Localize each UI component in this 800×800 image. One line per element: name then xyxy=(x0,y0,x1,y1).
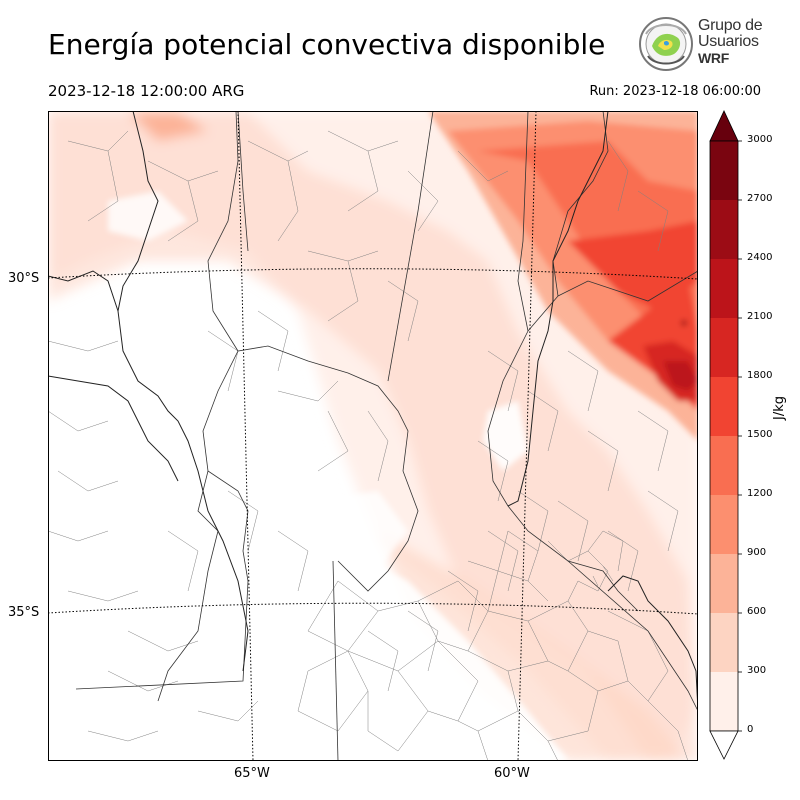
cape-field-gaps xyxy=(48,191,568,761)
colorbar-band-7 xyxy=(710,259,738,318)
colorbar-tick-label: 2100 xyxy=(747,311,773,322)
map-frame xyxy=(48,111,698,761)
colorbar-band-2 xyxy=(710,554,738,613)
cape-field-high xyxy=(428,111,698,441)
colorbar-tick-label: 1800 xyxy=(747,370,773,381)
colorbar-extend-high xyxy=(709,110,739,142)
colorbar xyxy=(709,110,742,760)
lat-label-30s: 30°S xyxy=(8,271,40,286)
logo-line2: Usuarios xyxy=(698,33,759,50)
buenos-aires-partidos xyxy=(297,530,689,761)
colorbar-tick-label: 0 xyxy=(747,724,754,735)
colorbar-tick-label: 3000 xyxy=(747,134,773,145)
logo-line3: WRF xyxy=(698,50,729,66)
colorbar-band-1 xyxy=(710,613,738,672)
logo-emblem-icon xyxy=(639,17,693,71)
colorbar-band-6 xyxy=(710,318,738,377)
cape-map xyxy=(48,111,698,761)
logo-text: Grupo de Usuarios WRF xyxy=(698,17,763,67)
colorbar-band-8 xyxy=(710,200,738,259)
colorbar-extend-low xyxy=(709,730,739,760)
lon-label-60w: 60°W xyxy=(494,766,530,781)
colorbar-tick-label: 2400 xyxy=(747,252,773,263)
lat-label-35s: 35°S xyxy=(8,605,40,620)
colorbar-tick-label: 600 xyxy=(747,606,767,617)
colorbar-bands xyxy=(709,140,739,732)
valid-time: 2023-12-18 12:00:00 ARG xyxy=(48,82,245,100)
grupo-usuarios-wrf-logo: Grupo de Usuarios WRF xyxy=(638,16,768,72)
country-boundaries xyxy=(48,111,698,712)
parallel-35s xyxy=(48,602,698,615)
colorbar-band-5 xyxy=(710,377,738,436)
colorbar-tick-label: 1200 xyxy=(747,488,773,499)
colorbar-band-0 xyxy=(710,672,738,731)
department-boundaries xyxy=(48,130,679,742)
lon-label-65w: 65°W xyxy=(234,766,270,781)
colorbar-band-4 xyxy=(710,436,738,495)
colorbar-tick-label: 1500 xyxy=(747,429,773,440)
colorbar-unit: J/kg xyxy=(772,396,787,420)
colorbar-band-3 xyxy=(710,495,738,554)
graticule xyxy=(48,111,698,761)
logo-line1: Grupo de xyxy=(698,17,763,34)
colorbar-band-9 xyxy=(710,141,738,200)
parallel-30s xyxy=(48,268,698,280)
colorbar-tick-label: 2700 xyxy=(747,193,773,204)
run-time: Run: 2023-12-18 06:00:00 xyxy=(589,84,761,99)
province-boundaries xyxy=(75,111,698,761)
colorbar-tick-label: 300 xyxy=(747,665,767,676)
chart-title: Energía potencial convectiva disponible xyxy=(48,28,606,61)
colorbar-ticks xyxy=(738,140,742,732)
colorbar-tick-label: 900 xyxy=(747,547,767,558)
